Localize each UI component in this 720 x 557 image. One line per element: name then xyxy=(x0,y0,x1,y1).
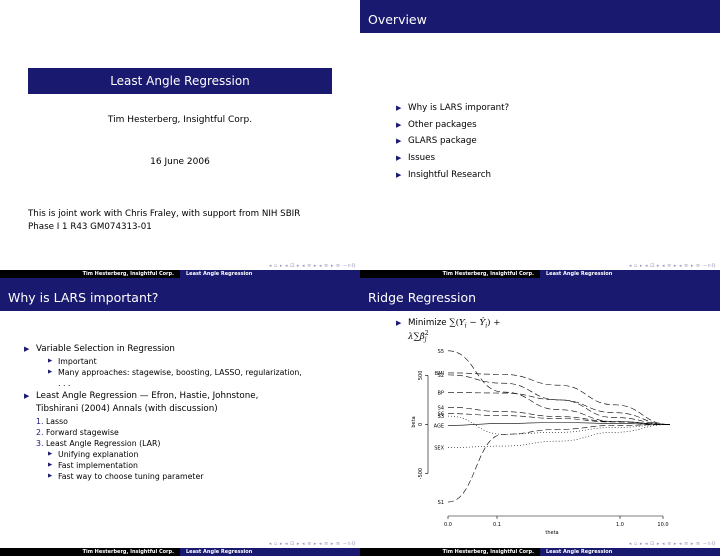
x-tick-label: 0.0 xyxy=(444,522,452,528)
presentation-title: Least Angle Regression xyxy=(28,68,332,94)
slide-body: ▶ Variable Selection in Regression ▶ Impor… xyxy=(24,343,354,482)
series-line-s3 xyxy=(447,415,671,435)
series-label-bmi: BMI xyxy=(435,371,444,377)
y-axis-label: beta xyxy=(411,416,417,427)
series-label-bp: BP xyxy=(438,391,444,397)
list-item: ▶ Insightful Research xyxy=(396,167,509,184)
list-item: ▶ Least Angle Regression — Efron, Hastie,… xyxy=(24,391,259,414)
x-tick-label: 0.1 xyxy=(493,522,501,528)
slide-footer: Tim Hesterberg, Insightful Corp. Least A… xyxy=(360,270,720,278)
bullet-triangle-icon: ▶ xyxy=(396,120,402,129)
slide-footer: Tim Hesterberg, Insightful Corp. Least A… xyxy=(0,548,360,556)
slide-title: Least Angle Regression Tim Hesterberg, I… xyxy=(0,0,360,278)
series-label-s3: S3 xyxy=(438,414,444,420)
frame-title: Overview xyxy=(360,0,720,33)
slide-footer: Tim Hesterberg, Insightful Corp. Least A… xyxy=(360,548,720,556)
acknowledgement-line-2: Phase I 1 R43 GM074313-01 xyxy=(28,222,152,232)
slide-ridge-regression: Ridge Regression ▶ Minimize ∑(Yi − Ŷi) +… xyxy=(360,278,720,556)
bullet-triangle-icon: ▶ xyxy=(396,319,402,327)
formula-prefix: Minimize xyxy=(408,318,447,328)
list-item: ▶ Variable Selection in Regression xyxy=(24,344,175,354)
y-tick-label: -500 xyxy=(418,468,424,479)
slide-footer: Tim Hesterberg, Insightful Corp. Least A… xyxy=(0,270,360,278)
series-line-s6 xyxy=(447,413,671,425)
footer-author: Tim Hesterberg, Insightful Corp. xyxy=(360,548,540,556)
slide-why-lars: Why is LARS important? ▶ Variable Selecti… xyxy=(0,278,360,556)
series-line-sex xyxy=(447,424,671,448)
footer-title: Least Angle Regression xyxy=(180,548,360,556)
ridge-formula: ∑(Yi − Ŷi) + λ∑β̂2j xyxy=(408,318,501,344)
frame-title: Ridge Regression xyxy=(360,278,720,311)
bullet-triangle-icon: ▶ xyxy=(48,369,53,375)
series-line-s1 xyxy=(447,424,671,503)
beamer-navigation-icons[interactable]: ◂ ▫ ▸ ◂ ⊡ ▸ ◂ ≡ ▸ ◂ ≡ ▸ ≡ ∽∩ℚ xyxy=(268,541,356,547)
series-label-sex: SEX xyxy=(434,446,444,452)
footer-title: Least Angle Regression xyxy=(180,270,360,278)
footer-author: Tim Hesterberg, Insightful Corp. xyxy=(360,270,540,278)
series-label-s1: S1 xyxy=(438,500,444,506)
acknowledgement-line-1: This is joint work with Chris Fraley, wi… xyxy=(28,209,301,219)
date-line: 16 June 2006 xyxy=(150,157,210,167)
frame-title: Why is LARS important? xyxy=(0,278,360,311)
series-label-age: AGE xyxy=(434,423,444,429)
beamer-navigation-icons[interactable]: ◂ ▫ ▸ ◂ ⊡ ▸ ◂ ≡ ▸ ◂ ≡ ▸ ≡ ∽∩ℚ xyxy=(628,541,716,547)
list-item: ▶ Why is LARS imporant? xyxy=(396,100,509,117)
bullet-triangle-icon: ▶ xyxy=(48,358,53,364)
bullet-triangle-icon: ▶ xyxy=(24,345,30,353)
enumerated-list: 1. Lasso 2. Forward stagewise 3. Least A… xyxy=(36,417,204,481)
series-label-s2: S2 xyxy=(438,373,444,379)
list-item: ▶ GLARS package xyxy=(396,133,509,150)
series-label-s5: S5 xyxy=(438,349,444,355)
footer-author: Tim Hesterberg, Insightful Corp. xyxy=(0,270,180,278)
footer-title: Least Angle Regression xyxy=(540,270,720,278)
list-item: ▶ Issues xyxy=(396,150,509,167)
series-label-s6: S6 xyxy=(438,412,444,418)
series-line-bp xyxy=(447,392,671,425)
series-line-s2 xyxy=(447,374,671,425)
slide-overview: Overview ▶ Why is LARS imporant? ▶ Other p… xyxy=(360,0,720,278)
bullet-triangle-icon: ▶ xyxy=(396,137,402,146)
series-line-s4 xyxy=(447,406,671,425)
footer-title: Least Angle Regression xyxy=(540,548,720,556)
beamer-navigation-icons[interactable]: ◂ ▫ ▸ ◂ ⊡ ▸ ◂ ≡ ▸ ◂ ≡ ▸ ≡ ∽∩ℚ xyxy=(628,263,716,269)
y-tick-label: 500 xyxy=(418,371,424,381)
bullet-triangle-icon: ▶ xyxy=(396,104,402,112)
series-line-s5 xyxy=(447,350,671,425)
x-tick-label: 1.0 xyxy=(616,522,624,528)
bullet-triangle-icon: ▶ xyxy=(396,170,402,179)
sublist: ▶ Important ▶ Many approaches: stagewise, … xyxy=(48,357,302,388)
bullet-triangle-icon: ▶ xyxy=(396,154,402,163)
author-line: Tim Hesterberg, Insightful Corp. xyxy=(107,115,253,125)
series-label-s4: S4 xyxy=(438,405,444,411)
formula-bullet: ▶ Minimize ∑(Yi − Ŷi) + λ∑β̂2j xyxy=(396,318,522,343)
series-line-bmi xyxy=(447,372,671,425)
list-item: ▶ Other packages xyxy=(396,117,509,134)
x-tick-label: 10.0 xyxy=(657,522,668,528)
bullet-triangle-icon: ▶ xyxy=(48,451,53,457)
series-line-age xyxy=(447,422,671,426)
beamer-navigation-icons[interactable]: ◂ ▫ ▸ ◂ ⊡ ▸ ◂ ≡ ▸ ◂ ≡ ▸ ≡ ∽∩ℚ xyxy=(268,263,356,269)
overview-list: ▶ Why is LARS imporant? ▶ Other packages ▶… xyxy=(396,100,509,184)
y-tick-label: 0 xyxy=(418,423,424,426)
bullet-triangle-icon: ▶ xyxy=(48,473,53,479)
bullet-triangle-icon: ▶ xyxy=(24,392,30,400)
x-axis-label: theta xyxy=(545,530,558,536)
bullet-triangle-icon: ▶ xyxy=(48,462,53,468)
footer-author: Tim Hesterberg, Insightful Corp. xyxy=(0,548,180,556)
